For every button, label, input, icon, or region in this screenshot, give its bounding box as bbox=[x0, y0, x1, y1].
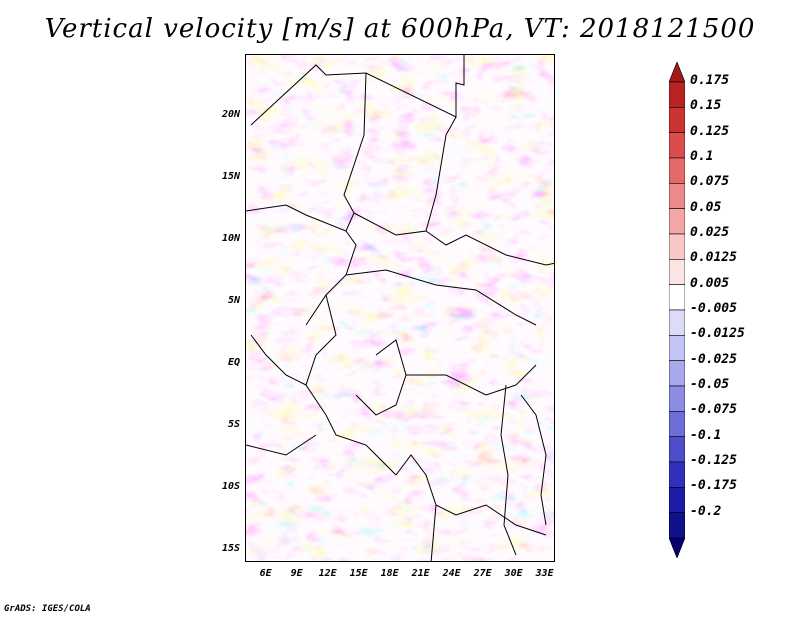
velocity-field-map bbox=[246, 55, 554, 561]
lat-tick-label: EQ bbox=[227, 356, 240, 368]
colorbar-tick-label: 0.125 bbox=[690, 123, 730, 139]
border-line bbox=[395, 454, 547, 536]
colorbar-tick-label: -0.05 bbox=[690, 377, 730, 392]
colorbar-tick-label: 0.025 bbox=[690, 225, 730, 240]
lon-tick-label: 24E bbox=[442, 568, 461, 579]
lat-tick-label: 15S bbox=[221, 542, 240, 554]
map-plot-area bbox=[245, 54, 555, 562]
border-line bbox=[520, 394, 547, 526]
colorbar-tick-label: 0.0125 bbox=[690, 250, 737, 266]
colorbar-segment bbox=[669, 233, 685, 260]
colorbar-tick-label: 0.05 bbox=[690, 199, 722, 215]
colorbar-tick-label: -0.0125 bbox=[690, 326, 745, 342]
lat-tick-label: 10S bbox=[221, 480, 240, 492]
border-line bbox=[430, 504, 437, 561]
country-borders bbox=[246, 55, 554, 561]
colorbar-segment bbox=[669, 385, 685, 412]
colorbar-segment bbox=[669, 411, 685, 437]
field-noise bbox=[246, 55, 554, 561]
colorbar-tick-label: 0.005 bbox=[690, 275, 730, 291]
lon-tick-label: 21E bbox=[411, 568, 430, 579]
colorbar-tick-label: -0.125 bbox=[690, 453, 737, 468]
colorbar-segment bbox=[669, 183, 685, 209]
lon-tick-label: 18E bbox=[380, 568, 399, 579]
grads-credit: GrADS: IGES/COLA bbox=[4, 604, 91, 614]
colorbar-tick-label: 0.1 bbox=[690, 149, 714, 164]
colorbar bbox=[669, 62, 685, 558]
border-line bbox=[246, 434, 317, 456]
lon-tick-label: 27E bbox=[473, 568, 492, 579]
colorbar-segment bbox=[669, 512, 685, 539]
colorbar-segment bbox=[669, 81, 685, 108]
lon-tick-label: 30E bbox=[504, 568, 523, 579]
lat-tick-label: 10N bbox=[221, 232, 240, 244]
colorbar-segment bbox=[669, 107, 685, 133]
lon-tick-label: 33E bbox=[535, 568, 554, 579]
colorbar-tick-label: -0.1 bbox=[690, 427, 722, 443]
colorbar-tick-label: -0.2 bbox=[690, 503, 722, 519]
border-line bbox=[345, 269, 537, 326]
colorbar-segment bbox=[669, 309, 685, 336]
lon-tick-label: 15E bbox=[349, 568, 368, 579]
colorbar-segment bbox=[669, 335, 685, 361]
colorbar-tick-label: -0.005 bbox=[690, 301, 737, 316]
border-line bbox=[406, 364, 537, 396]
border-line bbox=[305, 294, 397, 476]
lon-tick-label: 9E bbox=[290, 568, 303, 579]
map-title: Vertical velocity [m/s] at 600hPa, VT: 2… bbox=[44, 14, 756, 44]
colorbar-segment bbox=[669, 132, 685, 159]
colorbar-tick-label: 0.175 bbox=[690, 73, 730, 88]
colorbar-segment bbox=[669, 259, 685, 285]
colorbar-tick-label: -0.175 bbox=[690, 478, 737, 494]
colorbar-segment bbox=[669, 487, 685, 513]
colorbar-segment bbox=[669, 284, 685, 311]
colorbar-segment bbox=[669, 208, 685, 235]
colorbar-segment bbox=[669, 461, 685, 488]
border-line bbox=[353, 116, 457, 236]
colorbar-tick-label: -0.075 bbox=[690, 402, 737, 418]
border-line bbox=[500, 384, 517, 556]
border-line bbox=[425, 230, 554, 266]
lat-tick-label: 5N bbox=[227, 294, 240, 306]
colorbar-segment bbox=[669, 360, 685, 387]
lat-tick-label: 5S bbox=[227, 418, 240, 430]
colorbar-segment bbox=[669, 157, 685, 184]
border-line bbox=[343, 72, 367, 232]
colorbar-tick-label: 0.15 bbox=[690, 98, 722, 114]
border-line bbox=[250, 55, 465, 126]
lat-tick-label: 15N bbox=[221, 170, 240, 182]
colorbar-tick-label: 0.075 bbox=[690, 174, 730, 190]
lon-tick-label: 12E bbox=[318, 568, 337, 579]
border-line bbox=[246, 204, 357, 326]
colorbar-tick-label: -0.025 bbox=[690, 351, 737, 367]
colorbar-top-arrow bbox=[669, 62, 685, 83]
lon-tick-label: 6E bbox=[259, 568, 272, 579]
lat-tick-label: 20N bbox=[221, 108, 240, 120]
border-line bbox=[355, 339, 407, 416]
border-line bbox=[250, 334, 307, 386]
colorbar-bottom-arrow bbox=[669, 537, 685, 558]
colorbar-segment bbox=[669, 436, 685, 463]
